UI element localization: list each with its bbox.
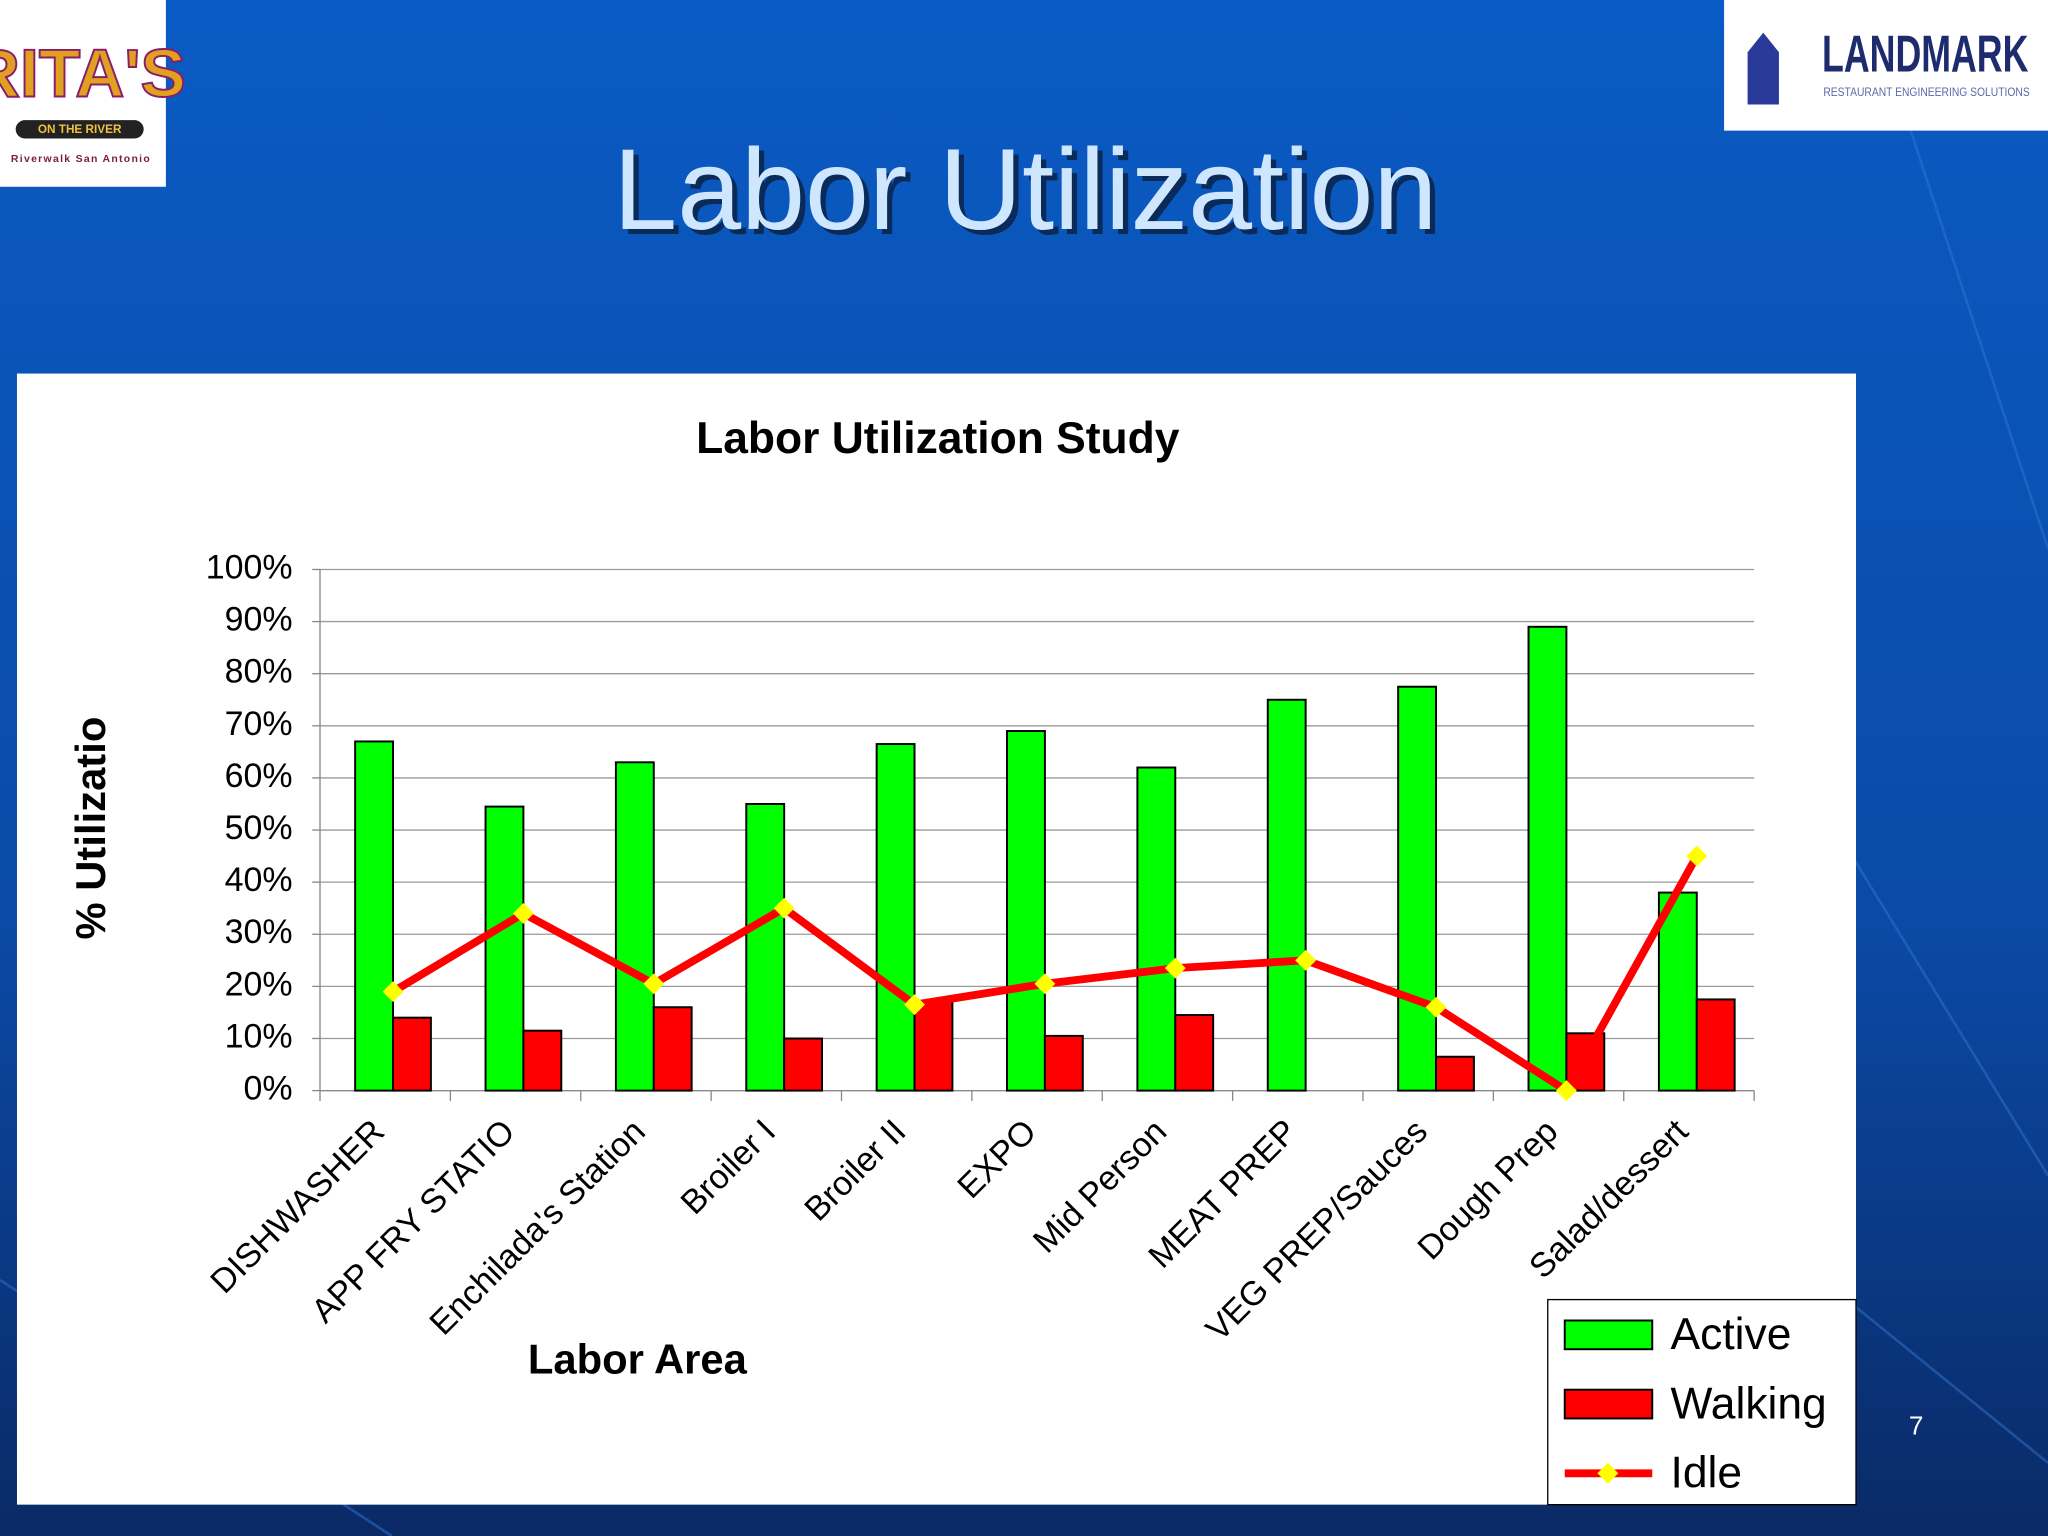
bar xyxy=(875,743,916,1092)
slide-title-shadow: Labor Utilization xyxy=(619,131,1443,259)
logo-right-tagline: RESTAURANT ENGINEERING SOLUTIONS xyxy=(1823,86,2029,99)
legend-label: Walking xyxy=(1671,1379,1827,1428)
marker xyxy=(1686,845,1708,867)
bar xyxy=(1397,685,1438,1092)
marker xyxy=(773,897,795,919)
bar xyxy=(1657,891,1698,1092)
logo-left-box xyxy=(0,0,166,187)
marker xyxy=(382,981,404,1003)
bar xyxy=(354,740,395,1092)
logo-left-name: RITA'S xyxy=(0,36,186,111)
marker xyxy=(1425,996,1447,1018)
bar xyxy=(392,1016,432,1092)
y-tick-label: 50% xyxy=(225,809,293,847)
y-tick-label: 90% xyxy=(225,601,293,639)
bar xyxy=(1174,1014,1215,1092)
marker xyxy=(643,973,665,995)
page-number: 7 xyxy=(1909,1410,1924,1440)
logo-left-tagline: ON THE RIVER xyxy=(38,123,122,136)
bar xyxy=(745,803,786,1092)
y-axis-label: % Utilizatio xyxy=(67,717,114,940)
y-tick-label: 20% xyxy=(225,965,293,1003)
logo-left-band xyxy=(15,120,144,139)
y-tick-label: 60% xyxy=(225,757,293,795)
bar xyxy=(1266,698,1307,1092)
bar xyxy=(1006,730,1046,1092)
logo-left-place: Riverwalk San Antonio xyxy=(11,154,151,165)
y-tick-label: 0% xyxy=(244,1070,293,1108)
marker xyxy=(1034,973,1056,995)
bar xyxy=(484,805,525,1092)
marker xyxy=(1295,949,1317,971)
y-tick-label: 10% xyxy=(225,1017,293,1055)
legend-swatch xyxy=(1563,1388,1654,1420)
bar xyxy=(652,1006,693,1092)
y-tick-label: 70% xyxy=(225,705,293,743)
bar xyxy=(1695,998,1736,1092)
bar xyxy=(614,761,655,1092)
bar xyxy=(783,1037,824,1092)
chart-title: Labor Utilization Study xyxy=(696,414,1180,463)
x-axis-label: Labor Area xyxy=(528,1335,748,1382)
logo-right-icon xyxy=(1747,32,1779,105)
legend-marker xyxy=(1597,1462,1619,1484)
legend-label: Idle xyxy=(1671,1449,1743,1498)
marker xyxy=(904,994,925,1016)
bar xyxy=(913,1001,954,1092)
y-tick-label: 100% xyxy=(206,548,293,586)
legend-label: Active xyxy=(1671,1310,1792,1359)
slide-title: Labor Utilization xyxy=(613,126,1437,254)
bar xyxy=(522,1029,563,1092)
marker xyxy=(1164,957,1186,979)
marker xyxy=(512,902,534,924)
logo-right-name: LANDMARK xyxy=(1822,25,2029,83)
y-tick-label: 30% xyxy=(225,913,293,951)
y-tick-label: 40% xyxy=(225,861,293,899)
bar xyxy=(1527,625,1568,1092)
bar xyxy=(1435,1055,1475,1092)
bar xyxy=(1136,766,1177,1092)
legend-swatch xyxy=(1563,1319,1654,1351)
y-tick-label: 80% xyxy=(225,653,293,691)
bar xyxy=(1043,1034,1084,1092)
